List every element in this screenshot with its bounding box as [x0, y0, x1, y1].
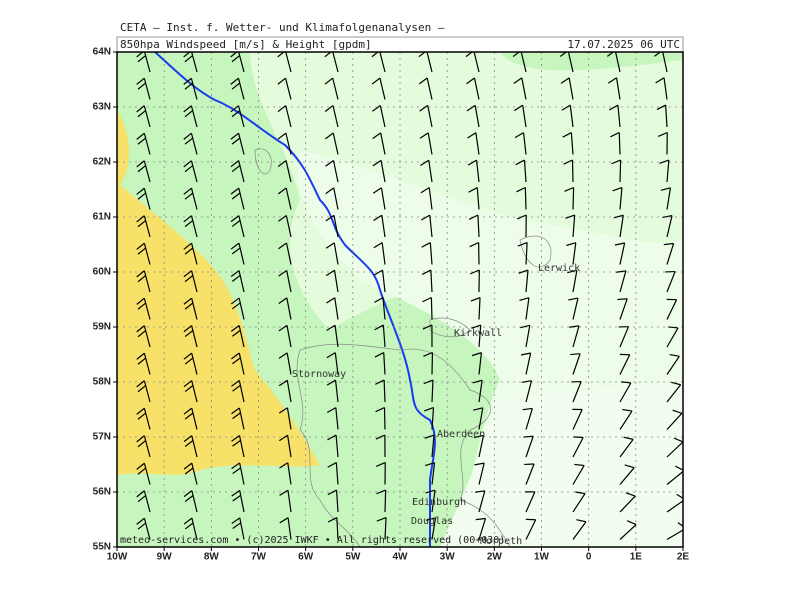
barb-feather: [573, 437, 583, 438]
lon-label: 6W: [298, 552, 314, 563]
lon-label: 10W: [107, 552, 128, 563]
lon-label: 3W: [440, 552, 456, 563]
city-label: Aberdeen: [437, 429, 485, 440]
lat-label: 61N: [93, 212, 111, 223]
barb-staff: [384, 408, 385, 430]
city-label: Morpeth: [480, 536, 522, 547]
lat-label: 62N: [93, 157, 111, 168]
barb-feather: [617, 299, 627, 300]
lon-label: 2W: [487, 552, 503, 563]
barb-staff: [620, 160, 621, 182]
lon-label: 9W: [157, 552, 173, 563]
lon-label: 2E: [677, 552, 690, 563]
lat-label: 58N: [93, 377, 111, 388]
lat-label: 60N: [93, 267, 111, 278]
lat-label: 63N: [93, 102, 111, 113]
lat-label: 57N: [93, 432, 111, 443]
barb-staff: [431, 298, 432, 320]
lon-label: 4W: [393, 552, 409, 563]
city-label: Stornoway: [292, 369, 346, 380]
map-field: [117, 50, 686, 547]
lon-label: 1E: [630, 552, 643, 563]
lon-label: 5W: [345, 552, 361, 563]
barb-feather: [523, 436, 533, 437]
map-subtitle: 850hpa Windspeed [m/s] & Height [gpdm]: [120, 38, 372, 51]
copyright-footer: meteo-services.com • (c)2025 IWKF • All …: [120, 535, 505, 546]
barb-staff: [573, 188, 574, 210]
lon-label: 8W: [204, 552, 220, 563]
barb-staff: [385, 490, 386, 512]
lon-label: 7W: [251, 552, 267, 563]
barb-staff: [619, 133, 620, 155]
lat-label: 59N: [93, 322, 111, 333]
barb-staff: [572, 160, 573, 182]
city-label: Lerwick: [538, 263, 580, 274]
map-title: CETA – Inst. f. Wetter- und Klimafolgena…: [120, 21, 445, 34]
lat-label: 64N: [93, 47, 111, 58]
city-label: Kirkwall: [454, 328, 502, 339]
map-timestamp: 17.07.2025 06 UTC: [567, 38, 680, 51]
city-label: Edinburgh: [412, 497, 466, 508]
lon-label: 1W: [534, 552, 550, 563]
barb-staff: [525, 188, 526, 210]
lat-label: 56N: [93, 487, 111, 498]
lon-label: 0: [586, 552, 592, 563]
city-label: Douglas: [411, 516, 453, 527]
